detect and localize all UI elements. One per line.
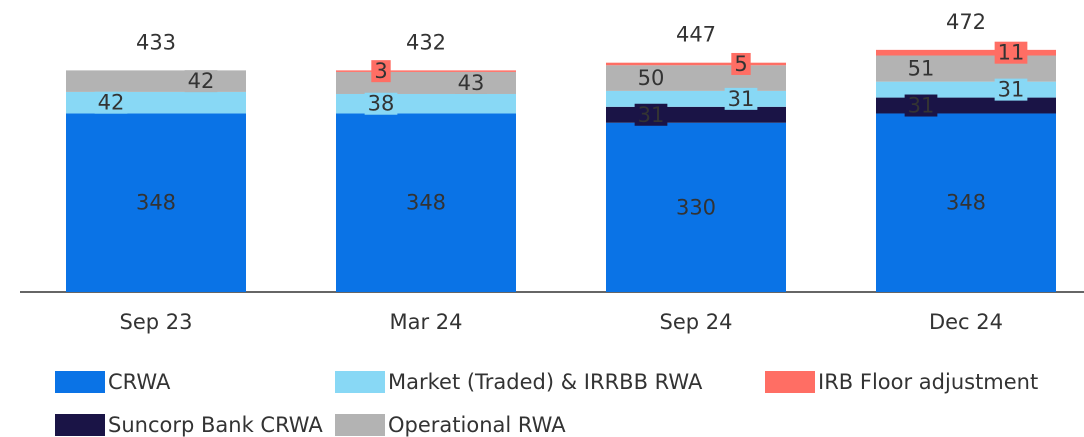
data-label: 38 [368,92,395,116]
legend-swatch [55,371,105,393]
data-label: 3 [374,59,387,83]
bar-segment [66,70,246,92]
bar-segment [66,91,246,114]
data-label: 43 [458,71,485,95]
data-label-box [724,87,758,110]
data-label: 31 [638,103,665,127]
legend-swatch [335,371,385,393]
data-label-box [634,67,668,90]
bar-segment [606,65,786,91]
data-label-box [94,91,128,114]
data-label: 31 [908,94,935,118]
legend-label: CRWA [108,370,171,394]
legend-label: IRB Floor adjustment [818,370,1038,394]
legend-label: Operational RWA [388,413,566,437]
data-label: 42 [98,91,125,115]
data-label: 31 [998,78,1025,102]
x-tick-label: Sep 24 [660,310,733,334]
data-label: 11 [998,41,1025,65]
bar-segment [336,113,516,292]
data-label: 50 [638,66,665,90]
data-label-box [904,94,938,117]
bar-segment [876,81,1056,98]
legend-label: Suncorp Bank CRWA [108,413,323,437]
data-label: 51 [908,57,935,81]
data-label-box [994,78,1028,101]
bar-segment [876,97,1056,114]
data-label-box [731,52,751,75]
data-label-box [454,71,488,94]
total-label: 447 [676,23,716,47]
bar-segment [606,90,786,107]
bar-segment [606,62,786,66]
data-label: 348 [136,191,176,215]
data-label-box [184,70,218,93]
data-label: 330 [676,195,716,219]
bar-segment [336,70,516,72]
legend-swatch [55,414,105,436]
total-label: 433 [136,30,176,54]
x-tick-label: Dec 24 [929,310,1003,334]
bar-segment [336,93,516,114]
legend-label: Market (Traded) & IRRBB RWA [388,370,703,394]
data-label-box [904,57,938,80]
total-label: 472 [946,10,986,34]
legend-swatch [765,371,815,393]
bar-segment [876,113,1056,292]
data-label-box [634,103,668,126]
bar-segment [336,71,516,94]
x-tick-label: Mar 24 [389,310,462,334]
bar-segment [876,55,1056,82]
data-label: 42 [188,69,215,93]
bar-segment [876,49,1056,56]
total-label: 432 [406,30,446,54]
data-label: 348 [946,191,986,215]
data-label-box [371,60,391,83]
bar-segment [66,113,246,292]
bar-segment [606,122,786,293]
data-label-box [364,92,398,115]
data-label: 5 [734,52,747,76]
data-label: 348 [406,191,446,215]
x-tick-label: Sep 23 [120,310,193,334]
data-label: 31 [728,87,755,111]
legend-swatch [335,414,385,436]
data-label-box [994,41,1028,64]
bar-segment [606,106,786,123]
